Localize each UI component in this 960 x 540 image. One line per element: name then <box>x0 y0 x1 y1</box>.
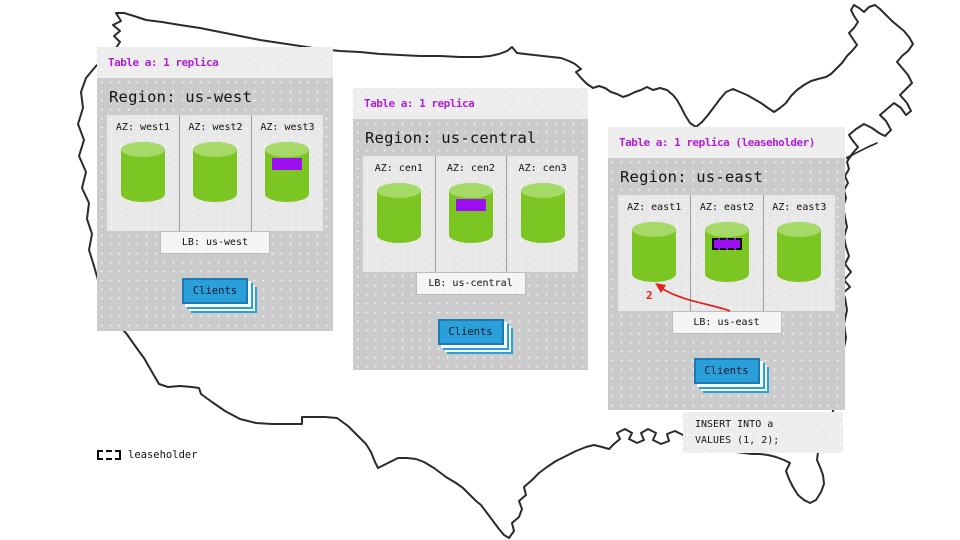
region-body-us-east: Region: us-east AZ: east1 AZ: east2 AZ: … <box>608 158 845 410</box>
leaseholder-replica-badge-east2 <box>711 238 742 250</box>
region-body-us-central: Region: us-central AZ: cen1 AZ: cen2 AZ:… <box>353 119 588 370</box>
az-label-east1: AZ: east1 <box>627 202 682 213</box>
sql-insert-note: INSERT INTO a VALUES (1, 2); <box>683 412 843 453</box>
az-label-west2: AZ: west2 <box>188 122 243 133</box>
clients-node-us-central: Clients <box>437 319 504 345</box>
az-row-us-west: AZ: west1 AZ: west2 AZ: west3 <box>107 115 323 231</box>
az-cell-east1: AZ: east1 <box>618 195 690 311</box>
leaseholder-swatch-icon <box>97 450 121 460</box>
az-cell-cen2: AZ: cen2 <box>434 156 507 272</box>
load-balancer-us-central: LB: us-central <box>415 272 526 295</box>
az-cell-cen1: AZ: cen1 <box>363 156 435 272</box>
az-row-us-central: AZ: cen1 AZ: cen2 AZ: cen3 <box>363 156 578 272</box>
az-label-west1: AZ: west1 <box>115 122 171 133</box>
arrow-step-number: 2 <box>646 289 653 302</box>
replica-badge-cen2 <box>455 199 486 211</box>
replica-badge-west3 <box>272 158 303 170</box>
region-panel-us-east: Table a: 1 replica (leaseholder) Region:… <box>608 127 845 410</box>
region-title-us-west: Region: us-west <box>109 88 252 106</box>
region-body-us-west: Region: us-west AZ: west1 AZ: west2 AZ: … <box>97 78 333 331</box>
az-row-us-east: AZ: east1 AZ: east2 AZ: east3 <box>618 195 835 311</box>
az-label-cen1: AZ: cen1 <box>374 163 423 174</box>
load-balancer-us-east: LB: us-east <box>671 311 782 334</box>
az-label-east2: AZ: east2 <box>699 202 755 213</box>
db-node-cylinder-cen3 <box>520 183 565 243</box>
region-panel-us-central: Table a: 1 replica Region: us-central AZ… <box>353 88 588 370</box>
region-title-us-east: Region: us-east <box>620 168 763 186</box>
az-cell-west3: AZ: west3 <box>250 115 323 231</box>
db-node-cylinder-east3 <box>777 222 822 282</box>
region-panel-us-west: Table a: 1 replica Region: us-west AZ: w… <box>97 47 333 331</box>
az-cell-cen3: AZ: cen3 <box>506 156 578 272</box>
db-node-cylinder-west1 <box>120 142 165 202</box>
db-node-cylinder-east1 <box>632 222 677 282</box>
db-node-cylinder-cen1 <box>376 183 421 243</box>
long-island-outline <box>845 142 878 160</box>
leaseholder-legend-label: leaseholder <box>128 449 198 461</box>
sql-line-1: INSERT INTO a <box>695 419 774 430</box>
clients-node-us-west: Clients <box>182 278 248 304</box>
db-node-cylinder-cen2 <box>448 183 493 243</box>
db-node-cylinder-east2 <box>704 222 749 282</box>
az-cell-west1: AZ: west1 <box>107 115 179 231</box>
clients-node-us-east: Clients <box>693 358 760 384</box>
leaseholder-legend: leaseholder <box>97 449 198 461</box>
table-replica-label-us-west: Table a: 1 replica <box>97 47 333 78</box>
az-cell-east2: AZ: east2 <box>690 195 762 311</box>
az-label-cen3: AZ: cen3 <box>518 163 567 174</box>
az-cell-west2: AZ: west2 <box>178 115 251 231</box>
sql-line-2: VALUES (1, 2); <box>695 435 780 446</box>
az-label-east3: AZ: east3 <box>772 202 827 213</box>
az-label-cen2: AZ: cen2 <box>446 163 496 174</box>
region-title-us-central: Region: us-central <box>365 129 537 147</box>
load-balancer-us-west: LB: us-west <box>160 231 270 254</box>
db-node-cylinder-west3 <box>265 142 310 202</box>
table-replica-label-us-east: Table a: 1 replica (leaseholder) <box>608 127 845 158</box>
az-cell-east3: AZ: east3 <box>762 195 835 311</box>
table-replica-label-us-central: Table a: 1 replica <box>353 88 588 119</box>
db-node-cylinder-west2 <box>193 142 238 202</box>
az-label-west3: AZ: west3 <box>260 122 315 133</box>
